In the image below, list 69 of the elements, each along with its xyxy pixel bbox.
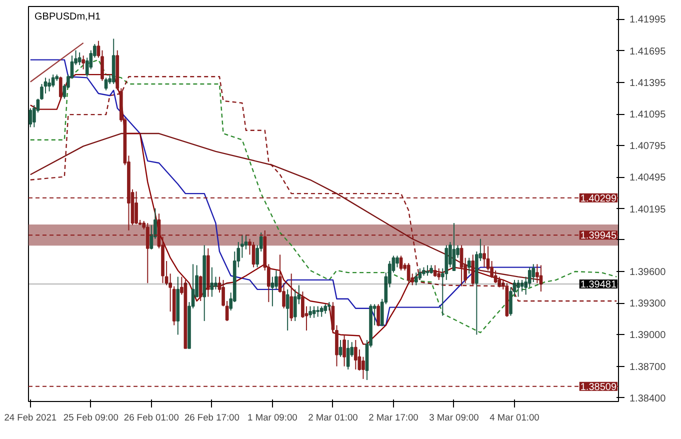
candlestick: [48, 78, 51, 92]
ref-line-label: 1.40299: [580, 193, 617, 204]
candlestick: [28, 108, 32, 128]
candlestick: [286, 288, 290, 332]
ref-line-label: 1.39481: [580, 280, 617, 291]
candlestick: [467, 257, 471, 274]
candlestick: [324, 304, 328, 314]
y-tick-label: 1.41095: [630, 110, 666, 121]
y-tick-label: 1.39300: [630, 298, 666, 310]
candlestick: [399, 255, 403, 271]
candlestick: [252, 242, 256, 268]
candlestick: [482, 244, 486, 268]
x-tick-label: 25 Feb 09:00: [63, 412, 118, 422]
x-tick-label: 3 Mar 09:00: [429, 412, 479, 422]
candlestick: [539, 264, 543, 292]
candlestick: [471, 254, 475, 286]
candlestick: [433, 264, 437, 278]
x-tick-label: 2 Mar 01:00: [308, 412, 358, 422]
line-series: [30, 59, 618, 334]
y-tick-label: 1.40495: [630, 172, 666, 184]
candlestick: [342, 334, 346, 367]
candlestick: [354, 339, 358, 370]
candlestick: [460, 244, 464, 287]
candlestick: [520, 279, 524, 292]
candlestick: [198, 275, 202, 302]
candlestick: [312, 306, 316, 318]
x-tick-label: 26 Feb 17:00: [184, 412, 240, 422]
candlestick: [244, 234, 248, 250]
y-tick-label: 1.40795: [630, 141, 666, 152]
candlestick: [376, 304, 380, 327]
candlestick: [426, 264, 430, 276]
y-tick-label: 1.41995: [630, 14, 666, 26]
candlestick: [414, 272, 418, 286]
line-series: [30, 74, 519, 345]
y-tick-label: 1.38400: [630, 393, 666, 404]
x-tick-label: 1 Mar 09:00: [248, 412, 298, 422]
candlestick: [58, 76, 62, 100]
y-tick-label: 1.41395: [630, 78, 666, 89]
candlestick: [78, 52, 82, 66]
candlestick: [214, 276, 218, 290]
candlestick: [82, 55, 86, 70]
y-tick-label: 1.40195: [630, 204, 666, 216]
candlestick: [308, 306, 312, 318]
candlestick: [396, 255, 399, 268]
y-tick-label: 1.39600: [630, 267, 666, 278]
x-tick-label: 24 Feb 2021: [4, 412, 57, 422]
candlestick: [210, 266, 214, 298]
candlestick: [293, 288, 297, 322]
candlestick: [346, 339, 350, 370]
candlestick: [406, 262, 410, 283]
y-tick-label: 1.39000: [630, 330, 666, 342]
y-tick-label: 1.41695: [630, 46, 666, 58]
candlestick: [418, 268, 422, 280]
x-tick-label: 4 Mar 01:00: [490, 412, 540, 422]
candlestick: [51, 74, 55, 88]
x-tick-label: 26 Feb 01:00: [124, 412, 179, 422]
candlestick: [437, 268, 441, 280]
y-tick-label: 1.38700: [630, 362, 666, 373]
ref-line-label: 1.39945: [580, 230, 617, 242]
candlestick: [362, 356, 365, 380]
candlestick: [452, 222, 456, 271]
x-tick-label: 2 Mar 17:00: [368, 412, 418, 422]
candlestick: [316, 306, 320, 318]
candlestick: [290, 273, 294, 322]
line-series: [30, 59, 542, 326]
text: GBPUSDm,H1: [34, 12, 102, 22]
candlestick: [320, 306, 324, 318]
candlestick: [516, 279, 520, 298]
ref-line-label: 1.38509: [580, 382, 617, 393]
